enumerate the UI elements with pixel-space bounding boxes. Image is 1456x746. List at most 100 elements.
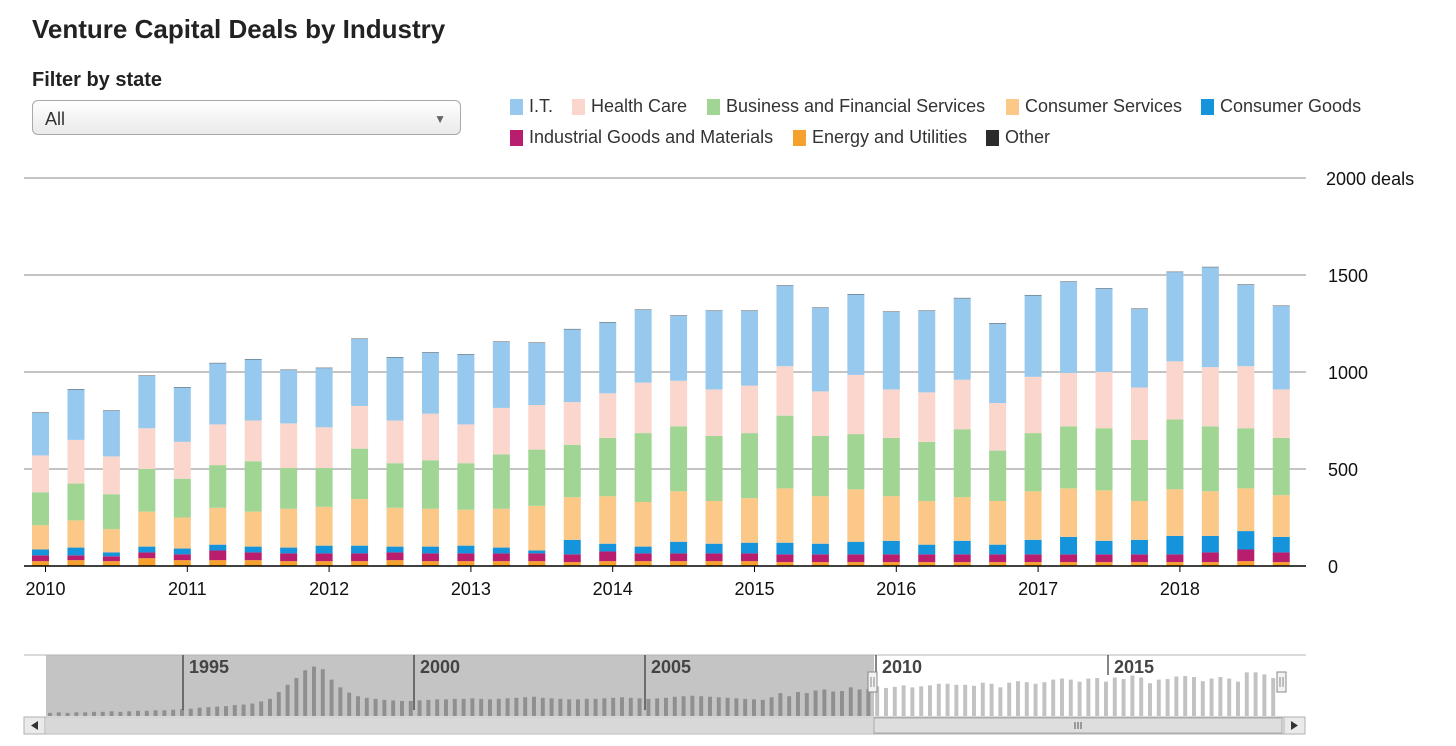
bar-segment-it[interactable] [776, 285, 794, 367]
bar-segment-business-financial[interactable] [209, 465, 227, 508]
bar-segment-energy-utilities[interactable] [563, 562, 581, 566]
bar-segment-industrial-goods[interactable] [563, 554, 581, 563]
bar-segment-business-financial[interactable] [1024, 433, 1042, 492]
bar-stack[interactable] [528, 342, 546, 566]
bar-stack[interactable] [989, 323, 1007, 566]
bar-segment-health-care[interactable] [244, 420, 262, 462]
bar-segment-business-financial[interactable] [953, 429, 971, 498]
bar-segment-business-financial[interactable] [457, 463, 475, 510]
bar-segment-business-financial[interactable] [882, 437, 900, 497]
bar-segment-it[interactable] [1237, 284, 1255, 367]
state-filter-select[interactable]: All ▼ [32, 100, 461, 135]
handle-grip[interactable] [867, 671, 878, 693]
bar-segment-industrial-goods[interactable] [811, 554, 829, 563]
bar-segment-it[interactable] [315, 368, 333, 428]
bar-segment-consumer-services[interactable] [1272, 495, 1290, 537]
bar-segment-consumer-services[interactable] [1201, 491, 1219, 536]
bar-segment-business-financial[interactable] [1130, 439, 1148, 502]
bar-stack[interactable] [1272, 305, 1290, 566]
bar-segment-industrial-goods[interactable] [1060, 554, 1078, 563]
bar-segment-energy-utilities[interactable] [1166, 562, 1184, 566]
bar-segment-it[interactable] [989, 323, 1007, 404]
bar-segment-it[interactable] [811, 307, 829, 392]
bar-segment-it[interactable] [670, 315, 688, 381]
bar-segment-energy-utilities[interactable] [1237, 561, 1255, 566]
bar-stack[interactable] [563, 328, 581, 566]
bar-segment-business-financial[interactable] [563, 444, 581, 498]
bar-segment-industrial-goods[interactable] [528, 553, 546, 562]
bar-stack[interactable] [351, 338, 369, 566]
bar-segment-consumer-goods[interactable] [599, 543, 617, 552]
bar-segment-energy-utilities[interactable] [847, 562, 865, 566]
bar-segment-industrial-goods[interactable] [315, 553, 333, 562]
bar-segment-consumer-goods[interactable] [386, 546, 404, 553]
bar-segment-health-care[interactable] [32, 455, 49, 493]
bar-segment-consumer-services[interactable] [315, 506, 333, 546]
bar-stack[interactable] [847, 294, 865, 566]
bar-segment-consumer-goods[interactable] [244, 546, 262, 553]
bar-segment-health-care[interactable] [811, 391, 829, 437]
bar-stack[interactable] [1060, 281, 1078, 566]
bar-segment-health-care[interactable] [989, 403, 1007, 451]
bar-segment-industrial-goods[interactable] [1201, 552, 1219, 563]
bar-segment-energy-utilities[interactable] [882, 562, 900, 566]
bar-stack[interactable] [1024, 294, 1042, 566]
bar-segment-business-financial[interactable] [918, 441, 936, 502]
bar-segment-energy-utilities[interactable] [670, 561, 688, 566]
bar-segment-health-care[interactable] [421, 413, 439, 461]
bar-segment-consumer-services[interactable] [67, 520, 85, 548]
bar-segment-it[interactable] [351, 339, 369, 406]
bar-segment-consumer-goods[interactable] [421, 546, 439, 554]
bar-segment-consumer-goods[interactable] [209, 544, 227, 551]
navigator-right-handle[interactable] [1276, 671, 1287, 693]
bar-segment-consumer-services[interactable] [953, 497, 971, 541]
bar-segment-health-care[interactable] [705, 389, 723, 437]
bar-segment-it[interactable] [386, 357, 404, 421]
bar-segment-consumer-services[interactable] [1095, 490, 1113, 541]
bar-segment-energy-utilities[interactable] [67, 560, 85, 566]
bar-segment-consumer-services[interactable] [918, 501, 936, 545]
bar-stack[interactable] [776, 285, 794, 566]
bar-segment-business-financial[interactable] [670, 426, 688, 492]
bar-segment-it[interactable] [741, 310, 758, 386]
bar-segment-business-financial[interactable] [1095, 428, 1113, 491]
bar-segment-industrial-goods[interactable] [918, 554, 936, 563]
bar-segment-health-care[interactable] [776, 366, 794, 416]
bar-stack[interactable] [209, 362, 227, 566]
bar-segment-health-care[interactable] [634, 382, 652, 434]
bar-segment-consumer-goods[interactable] [138, 546, 156, 553]
bar-segment-consumer-goods[interactable] [989, 544, 1007, 555]
bar-segment-consumer-goods[interactable] [1166, 535, 1184, 555]
bar-segment-consumer-services[interactable] [847, 489, 865, 542]
bar-segment-energy-utilities[interactable] [705, 561, 723, 566]
bar-segment-industrial-goods[interactable] [1237, 549, 1255, 562]
bar-segment-consumer-goods[interactable] [1237, 531, 1255, 550]
bar-segment-business-financial[interactable] [811, 436, 829, 497]
bar-segment-business-financial[interactable] [351, 448, 369, 500]
bar-stack[interactable] [67, 389, 85, 566]
bar-stack[interactable] [918, 310, 936, 566]
bar-segment-health-care[interactable] [209, 424, 227, 466]
bar-segment-consumer-services[interactable] [32, 525, 49, 550]
bar-segment-health-care[interactable] [953, 379, 971, 430]
bar-segment-energy-utilities[interactable] [989, 562, 1007, 566]
bar-stack[interactable] [1095, 288, 1113, 566]
bar-segment-business-financial[interactable] [989, 450, 1007, 502]
bar-segment-it[interactable] [102, 410, 120, 457]
bar-segment-consumer-services[interactable] [705, 501, 723, 544]
bar-segment-consumer-goods[interactable] [1024, 539, 1042, 555]
legend-item-it[interactable]: I.T. [510, 96, 553, 117]
bar-segment-business-financial[interactable] [138, 469, 156, 512]
bar-segment-consumer-goods[interactable] [953, 540, 971, 555]
bar-segment-consumer-goods[interactable] [1095, 540, 1113, 555]
bar-segment-it[interactable] [173, 387, 191, 442]
bar-segment-health-care[interactable] [173, 441, 191, 479]
bar-stack[interactable] [138, 375, 156, 566]
bar-stack[interactable] [244, 359, 262, 566]
bar-segment-health-care[interactable] [315, 427, 333, 469]
bar-segment-consumer-goods[interactable] [173, 548, 191, 555]
bar-segment-consumer-services[interactable] [670, 491, 688, 542]
bar-segment-consumer-goods[interactable] [847, 541, 865, 555]
bar-segment-energy-utilities[interactable] [173, 560, 191, 566]
bar-segment-energy-utilities[interactable] [351, 561, 369, 566]
